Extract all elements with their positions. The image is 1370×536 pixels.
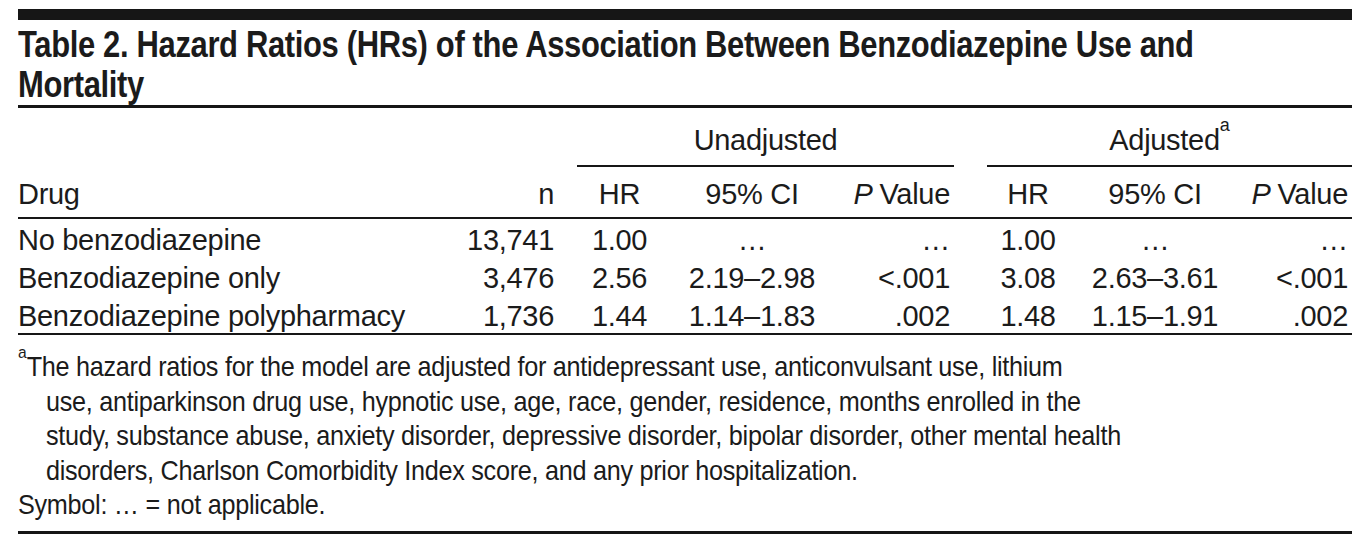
table-top-bar — [18, 9, 1352, 20]
cell-gap — [954, 295, 987, 334]
unadjusted-group-header: Unadjusted — [577, 107, 954, 167]
cell-gap — [954, 218, 987, 257]
cell-n: 13,741 — [458, 218, 558, 257]
table-title-line2: Mortality — [18, 65, 1165, 105]
cell-adj-ci: … — [1069, 218, 1241, 257]
cell-unadj-ci: 2.19–2.98 — [662, 257, 842, 295]
cell-adj-ci: 1.15–1.91 — [1069, 295, 1241, 334]
p-italic: P — [1251, 178, 1270, 210]
footnote-a-text1: The hazard ratios for the model are adju… — [27, 351, 1063, 382]
cell-unadj-p: <.001 — [842, 257, 954, 295]
footnote-a-line3: study, substance abuse, anxiety disorder… — [18, 419, 1219, 454]
cell-adj-ci: 2.63–3.61 — [1069, 257, 1241, 295]
cell-adj-p: <.001 — [1241, 257, 1352, 295]
cell-adj-p: .002 — [1241, 295, 1352, 334]
table-row: Benzodiazepine only 3,476 2.56 2.19–2.98… — [18, 257, 1352, 295]
col-header-unadj-pvalue: PValue — [842, 166, 954, 218]
cell-unadj-p: .002 — [842, 295, 954, 334]
adjusted-footnote-marker: a — [1220, 115, 1230, 135]
spanner-empty-drug — [18, 107, 458, 167]
spanner-gap2 — [954, 107, 987, 167]
header-gap1 — [558, 166, 577, 218]
value-label: Value — [879, 178, 950, 210]
cell-adj-p: … — [1241, 218, 1352, 257]
cell-drug: Benzodiazepine polypharmacy — [18, 295, 458, 334]
spanner-gap1 — [558, 107, 577, 167]
col-header-adj-hr: HR — [987, 166, 1069, 218]
cell-unadj-ci: … — [662, 218, 842, 257]
cell-unadj-hr: 1.00 — [577, 218, 662, 257]
column-header-row: Drug n HR 95% CI PValue HR 95% CI PValue — [18, 166, 1352, 218]
col-header-unadj-hr: HR — [577, 166, 662, 218]
cell-drug: Benzodiazepine only — [18, 257, 458, 295]
p-italic: P — [853, 178, 872, 210]
spanner-empty-n — [458, 107, 558, 167]
adjusted-group-header: Adjusteda — [987, 107, 1352, 167]
cell-n: 3,476 — [458, 257, 558, 295]
col-header-n: n — [458, 166, 558, 218]
footnote-a-line4: disorders, Charlson Comorbidity Index sc… — [18, 454, 1219, 489]
header-gap2 — [954, 166, 987, 218]
cell-drug: No benzodiazepine — [18, 218, 458, 257]
cell-unadj-ci: 1.14–1.83 — [662, 295, 842, 334]
cell-gap — [954, 257, 987, 295]
cell-adj-hr: 3.08 — [987, 257, 1069, 295]
table-bottom-rule — [18, 531, 1352, 534]
cell-unadj-hr: 2.56 — [577, 257, 662, 295]
col-header-adj-ci: 95% CI — [1069, 166, 1241, 218]
spanner-row: Unadjusted Adjusteda — [18, 107, 1352, 167]
footnote-symbol: Symbol: … = not applicable. — [18, 488, 1219, 523]
col-header-drug: Drug — [18, 166, 458, 218]
table-row: No benzodiazepine 13,741 1.00 … … 1.00 …… — [18, 218, 1352, 257]
cell-unadj-hr: 1.44 — [577, 295, 662, 334]
cell-gap — [558, 218, 577, 257]
cell-gap — [558, 295, 577, 334]
cell-n: 1,736 — [458, 295, 558, 334]
cell-adj-hr: 1.00 — [987, 218, 1069, 257]
footnote-a-line1: aThe hazard ratios for the model are adj… — [18, 343, 1219, 385]
adjusted-label: Adjusted — [1109, 124, 1219, 156]
cell-adj-hr: 1.48 — [987, 295, 1069, 334]
footnotes: aThe hazard ratios for the model are adj… — [18, 343, 1352, 523]
cell-gap — [558, 257, 577, 295]
table-header: Unadjusted Adjusteda Drug n HR 95% CI PV… — [18, 107, 1352, 219]
table-body: No benzodiazepine 13,741 1.00 … … 1.00 …… — [18, 218, 1352, 334]
cell-unadj-p: … — [842, 218, 954, 257]
col-header-unadj-ci: 95% CI — [662, 166, 842, 218]
journal-table-page: Table 2. Hazard Ratios (HRs) of the Asso… — [0, 0, 1370, 536]
unadjusted-label: Unadjusted — [694, 124, 838, 156]
hazard-ratio-table: Unadjusted Adjusteda Drug n HR 95% CI PV… — [18, 105, 1352, 335]
table-title: Table 2. Hazard Ratios (HRs) of the Asso… — [18, 25, 1352, 105]
footnote-a-line2: use, antiparkinson drug use, hypnotic us… — [18, 385, 1219, 420]
value-label: Value — [1277, 178, 1348, 210]
col-header-adj-pvalue: PValue — [1241, 166, 1352, 218]
table-title-line1: Table 2. Hazard Ratios (HRs) of the Asso… — [18, 25, 1165, 65]
footnote-a-marker: a — [18, 342, 27, 362]
table-row: Benzodiazepine polypharmacy 1,736 1.44 1… — [18, 295, 1352, 334]
